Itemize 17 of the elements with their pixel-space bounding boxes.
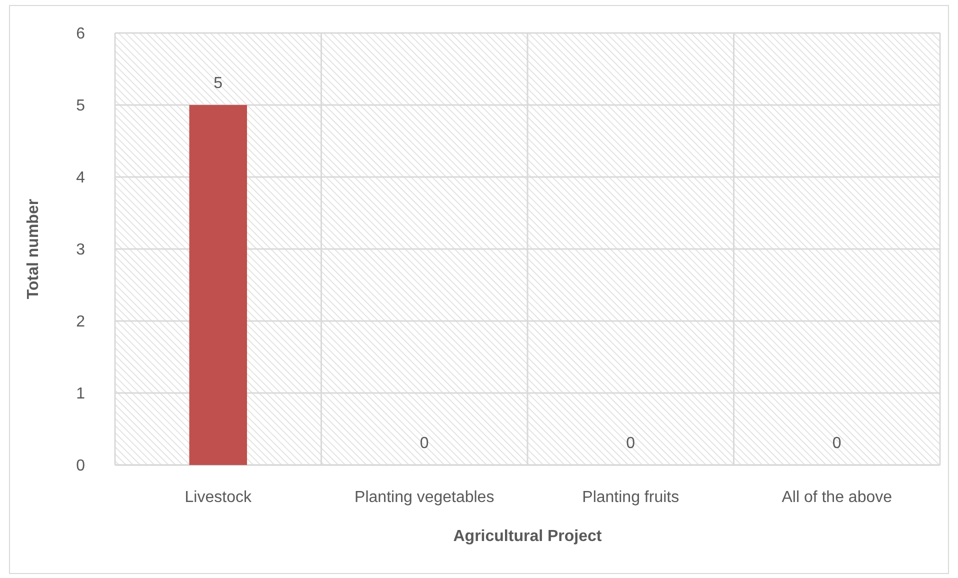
x-tick-label: Planting vegetables	[354, 489, 494, 506]
data-label: 5	[214, 75, 223, 92]
data-label: 0	[626, 435, 636, 452]
data-label: 0	[832, 435, 842, 452]
x-axis-title: Agricultural Project	[453, 528, 602, 545]
y-tick-label: 6	[76, 26, 86, 43]
y-axis-title: Total number	[25, 198, 42, 300]
y-tick-label: 0	[76, 458, 86, 475]
y-tick-label: 1	[76, 386, 86, 403]
y-tick-label: 5	[76, 98, 86, 115]
y-tick-label: 2	[76, 314, 86, 331]
x-tick-label: All of the above	[782, 489, 892, 506]
x-tick-label: Planting fruits	[582, 489, 680, 506]
y-tick-label: 4	[76, 170, 86, 187]
data-label: 0	[420, 435, 429, 452]
x-tick-label: Livestock	[184, 489, 252, 506]
y-tick-label: 3	[76, 242, 86, 259]
